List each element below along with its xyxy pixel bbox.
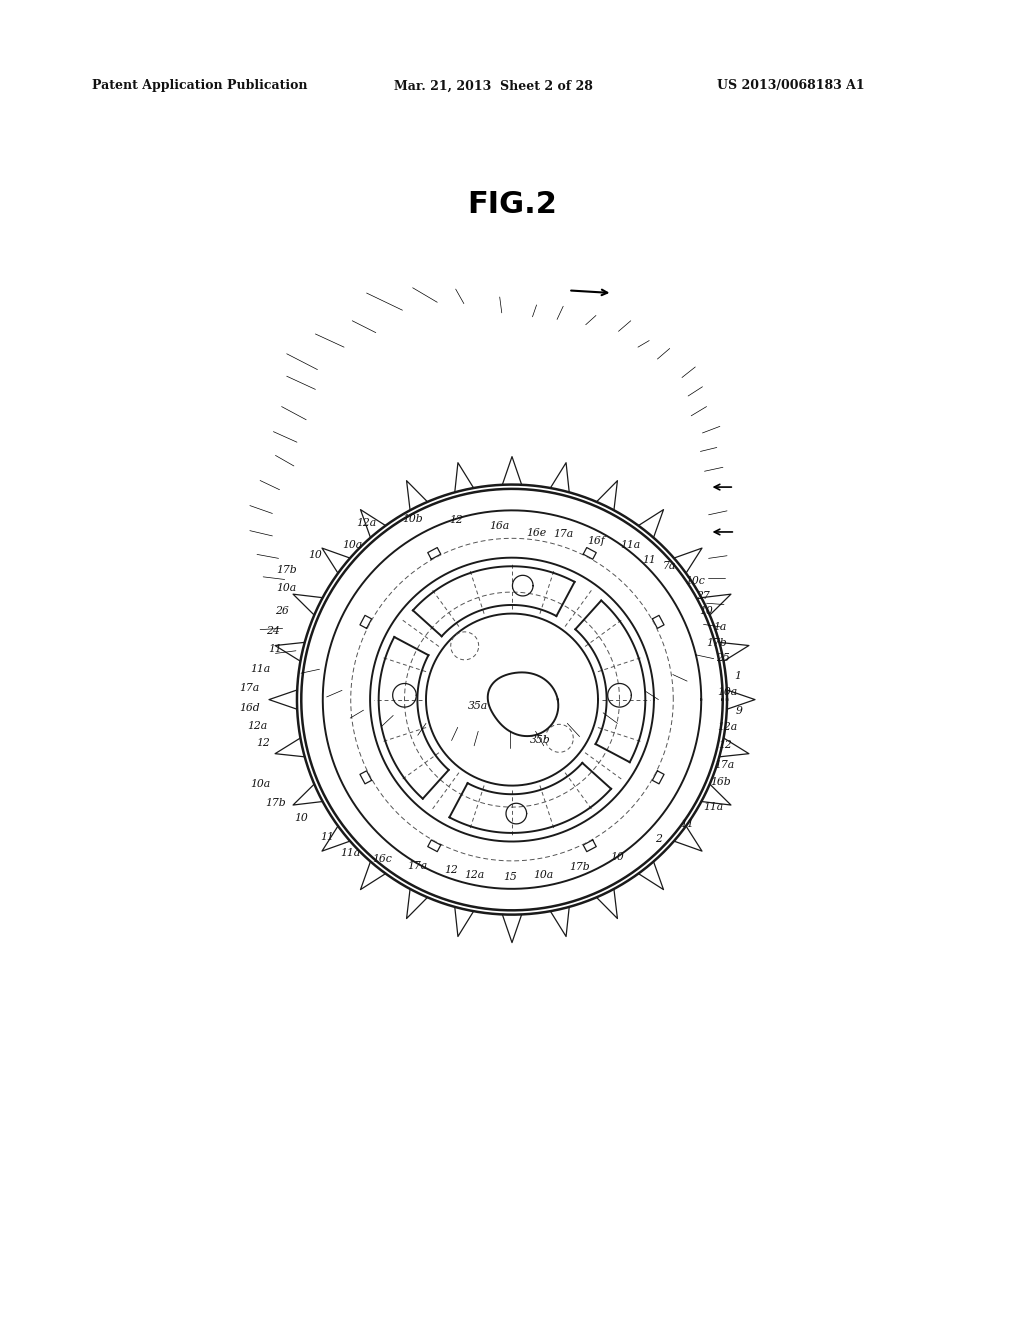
Text: 17b: 17b [569,862,590,873]
Text: 27: 27 [695,591,710,601]
Text: FIG.2: FIG.2 [467,190,557,219]
Text: 12: 12 [444,866,459,875]
Text: 10: 10 [699,606,714,616]
Text: 11: 11 [268,644,283,655]
Text: 10c: 10c [685,576,706,586]
Text: 10a: 10a [276,583,297,593]
Polygon shape [652,771,664,784]
Text: 25: 25 [716,653,730,664]
Polygon shape [584,548,596,560]
Text: 17a: 17a [408,862,428,871]
Polygon shape [360,615,372,628]
Text: 17b: 17b [276,565,297,576]
Text: 10: 10 [294,813,308,824]
Text: 24: 24 [266,626,281,636]
Text: 10: 10 [610,853,625,862]
Text: 16c: 16c [372,854,392,865]
Text: 16a: 16a [489,521,510,532]
Text: US 2013/0068183 A1: US 2013/0068183 A1 [717,79,864,92]
Text: 12: 12 [718,739,732,750]
Text: 16e: 16e [526,528,547,537]
Text: 17a: 17a [553,528,573,539]
Text: 10a: 10a [534,870,554,879]
Text: 16d: 16d [240,702,260,713]
Text: 10a: 10a [250,779,270,789]
Text: 11: 11 [642,556,656,565]
Polygon shape [428,548,440,560]
Text: 10a: 10a [342,540,362,550]
Polygon shape [360,771,372,784]
Polygon shape [428,840,440,851]
Text: 16f: 16f [587,536,605,545]
Text: 11a: 11a [250,664,270,673]
Text: 11a: 11a [621,540,641,550]
Text: 12a: 12a [356,519,377,528]
Text: Mar. 21, 2013  Sheet 2 of 28: Mar. 21, 2013 Sheet 2 of 28 [394,79,593,92]
Polygon shape [652,615,664,628]
Text: 12a: 12a [717,722,737,733]
Text: 9: 9 [736,706,742,715]
Text: 7a: 7a [663,561,677,572]
Text: 11a: 11a [703,803,724,812]
Text: 35b: 35b [530,735,551,746]
Text: Patent Application Publication: Patent Application Publication [92,79,307,92]
Polygon shape [584,840,596,851]
Text: 17a: 17a [714,760,734,770]
Text: 17b: 17b [707,638,727,648]
Text: 26: 26 [274,606,289,616]
Text: 16b: 16b [711,777,731,788]
Text: 11: 11 [319,832,334,842]
Text: 12a: 12a [464,870,484,879]
Text: 12: 12 [256,738,270,748]
Text: 17a: 17a [240,684,260,693]
Text: 35a: 35a [468,701,488,710]
Text: 10: 10 [308,550,323,560]
Text: 1: 1 [734,671,740,681]
Text: 11: 11 [680,820,694,829]
Text: 11a: 11a [340,847,360,858]
Text: 12a: 12a [247,721,267,731]
Text: 12: 12 [449,515,463,525]
Text: 10a: 10a [717,688,737,697]
Text: 2: 2 [655,834,662,843]
Text: 1a: 1a [713,622,727,632]
Text: 17b: 17b [265,797,286,808]
Text: 15: 15 [503,871,517,882]
Text: 10b: 10b [402,515,423,524]
